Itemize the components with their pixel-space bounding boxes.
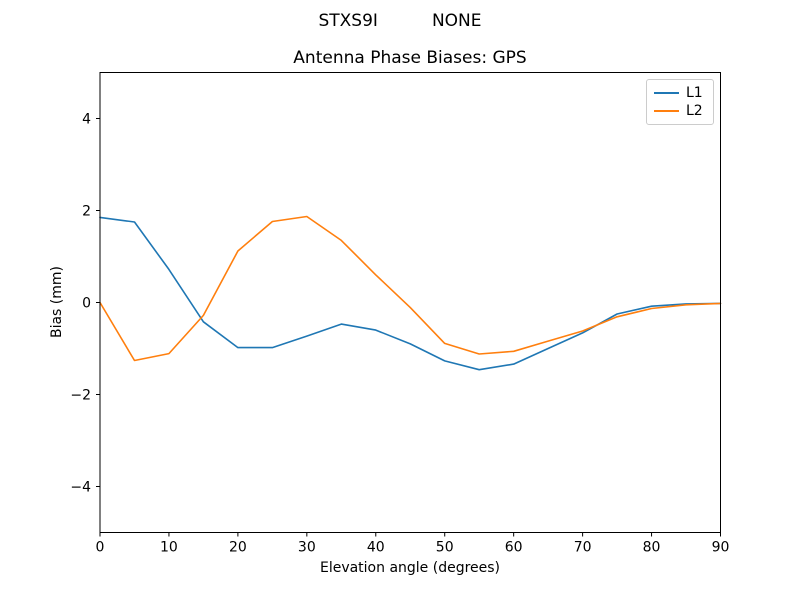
legend: L1 L2 — [646, 79, 714, 125]
figure-suptitle: STXS9I NONE — [318, 11, 482, 31]
l1-line-sample — [654, 92, 679, 94]
x-tick-label: 80 — [643, 540, 661, 556]
x-tick-label: 90 — [712, 540, 730, 556]
y-tick-label: −4 — [70, 480, 91, 496]
x-tick-label: 60 — [505, 540, 523, 556]
x-tick-label: 50 — [436, 540, 454, 556]
x-tick-label: 20 — [229, 540, 247, 556]
y-tick-label: 2 — [82, 204, 91, 220]
y-tick-label: 0 — [82, 296, 91, 312]
legend-label-l1: L1 — [686, 85, 703, 101]
x-tick-label: 70 — [574, 540, 592, 556]
legend-label-l2: L2 — [686, 103, 703, 119]
l2-line-sample — [654, 110, 679, 112]
y-tick-label: 4 — [82, 112, 91, 128]
legend-item-l1: L1 — [654, 84, 706, 102]
series-line-l1 — [99, 216, 722, 371]
y-axis-label: Bias (mm) — [49, 265, 65, 339]
x-tick-label: 30 — [298, 540, 316, 556]
legend-item-l2: L2 — [654, 102, 706, 120]
chart-title: Antenna Phase Biases: GPS — [293, 48, 527, 68]
series-line-l2 — [99, 215, 722, 362]
x-tick-label: 40 — [367, 540, 385, 556]
x-axis-label: Elevation angle (degrees) — [319, 560, 501, 576]
x-tick-label: 10 — [160, 540, 178, 556]
axes-frame — [99, 72, 721, 533]
x-tick-label: 0 — [96, 540, 105, 556]
y-tick-label: −2 — [70, 388, 91, 404]
